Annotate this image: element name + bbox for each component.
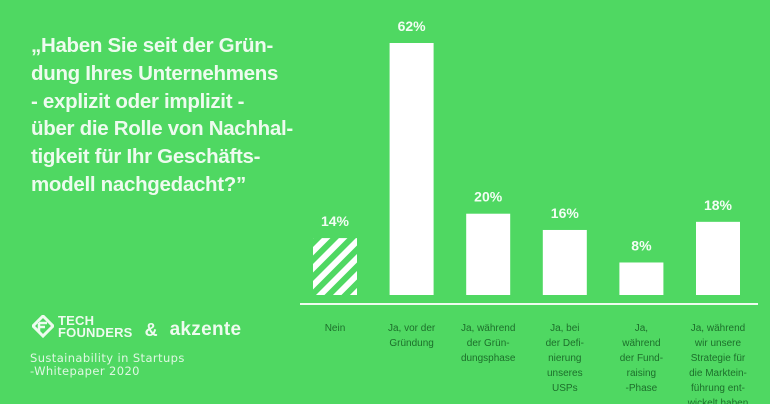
category-label: während xyxy=(621,338,660,349)
category-label: wickelt haben xyxy=(687,398,749,404)
category-label: nierung xyxy=(548,353,581,364)
category-label: -Phase xyxy=(626,383,658,394)
category-label: der Grün- xyxy=(467,338,510,349)
title-line: tigkeit für Ihr Geschäfts- xyxy=(31,145,261,169)
category-label: USPs xyxy=(552,383,578,394)
category-label: Ja, xyxy=(635,323,648,334)
akzente-logo: akzente xyxy=(169,318,242,340)
ampersand: & xyxy=(144,320,158,340)
value-label: 14% xyxy=(321,213,350,229)
subtitle: Sustainability in Startups -Whitepaper 2… xyxy=(30,351,185,378)
category-label: dungsphase xyxy=(461,353,516,364)
category-label: Gründung xyxy=(389,338,433,349)
title-line: - explizit oder implizit - xyxy=(31,89,245,113)
title-line: „Haben Sie seit der Grün- xyxy=(31,34,273,57)
bar-5 xyxy=(696,221,740,295)
category-label: der Fund- xyxy=(620,353,663,364)
category-label: führung ent- xyxy=(691,383,745,394)
title-line: modell nachgedacht?” xyxy=(31,172,246,196)
category-label: unseres xyxy=(547,368,583,379)
value-label: 8% xyxy=(631,237,652,253)
tech-founders-logo-icon xyxy=(32,314,54,338)
category-label: Strategie für xyxy=(691,353,746,364)
category-label: die Marktein- xyxy=(689,368,747,379)
title-line: dung Ihres Unternehmens xyxy=(31,61,279,85)
category-label: Ja, bei xyxy=(550,323,579,334)
tech-founders-logo: TECH FOUNDERS xyxy=(58,312,133,340)
category-label: raising xyxy=(627,368,656,379)
chart-title: „Haben Sie seit der Grün-dung Ihres Unte… xyxy=(31,32,351,199)
value-label: 20% xyxy=(474,189,503,205)
category-label: der Defi- xyxy=(546,338,584,349)
bar-1 xyxy=(389,43,434,295)
value-label: 18% xyxy=(704,197,733,213)
category-label: Ja, während xyxy=(691,323,745,334)
bar-3 xyxy=(542,229,587,295)
title-line: über die Rolle von Nachhal- xyxy=(31,117,293,141)
bar-4 xyxy=(619,262,664,295)
category-label: Nein xyxy=(325,323,346,334)
value-label: 16% xyxy=(551,205,580,221)
logos: TECH FOUNDERS & akzente xyxy=(32,312,241,341)
category-label: Ja, während xyxy=(461,323,515,334)
value-label: 62% xyxy=(398,18,427,34)
category-label: Ja, vor der xyxy=(388,323,436,334)
bar-0 xyxy=(313,238,357,295)
category-label: wir unsere xyxy=(694,338,742,349)
bar-2 xyxy=(466,213,511,295)
